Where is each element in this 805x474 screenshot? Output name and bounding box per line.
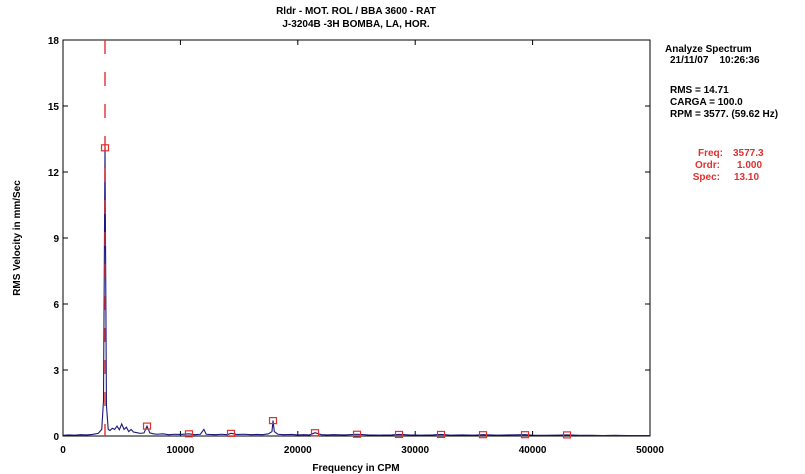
y-tick-label: 15 bbox=[48, 102, 60, 113]
chart-title-line-1: Rldr - MOT. ROL / BBA 3600 - RAT bbox=[276, 6, 436, 17]
series-layer bbox=[62, 147, 650, 437]
info-panel: Analyze Spectrum 21/11/07 10:26:36 RMS =… bbox=[665, 44, 778, 120]
harmonic-marker bbox=[436, 430, 446, 439]
y-tick-label: 0 bbox=[53, 432, 59, 443]
freq-label: Freq: bbox=[698, 148, 723, 159]
harmonic-marker bbox=[268, 417, 278, 425]
info-rms: RMS = 14.71 bbox=[670, 85, 729, 96]
x-tick-label: 50000 bbox=[636, 445, 664, 456]
harmonic-marker bbox=[142, 422, 152, 430]
info-carga: CARGA = 100.0 bbox=[670, 97, 743, 108]
info-title: Analyze Spectrum bbox=[665, 44, 752, 55]
y-tick-label: 6 bbox=[53, 300, 59, 311]
x-axis-ticks: 0 10000 20000 30000 40000 50000 bbox=[60, 40, 664, 456]
y-axis-label: RMS Velocity in mm/Sec bbox=[12, 180, 23, 296]
harmonic-marker-layer bbox=[100, 144, 572, 439]
x-tick-label: 0 bbox=[60, 445, 66, 456]
harmonic-marker bbox=[226, 429, 236, 437]
x-tick-label: 40000 bbox=[519, 445, 547, 456]
harmonic-marker bbox=[310, 429, 320, 437]
harmonic-marker bbox=[478, 431, 488, 439]
cursor-readout: Freq: 3577.3 Ordr: 1.000 Spec: 13.10 bbox=[693, 148, 764, 183]
harmonic-marker bbox=[352, 430, 362, 438]
spectrum-line bbox=[62, 147, 650, 437]
chart-title-line-2: J-3204B -3H BOMBA, LA, HOR. bbox=[282, 19, 429, 30]
x-tick-label: 30000 bbox=[401, 445, 429, 456]
y-tick-label: 9 bbox=[53, 234, 59, 245]
x-tick-label: 20000 bbox=[284, 445, 312, 456]
harmonic-marker bbox=[184, 430, 194, 438]
spec-label: Spec: bbox=[693, 172, 720, 183]
harmonic-marker bbox=[394, 430, 404, 439]
info-datetime: 21/11/07 10:26:36 bbox=[670, 55, 760, 66]
x-tick-label: 10000 bbox=[166, 445, 194, 456]
harmonic-marker bbox=[520, 431, 530, 439]
ordr-value: 1.000 bbox=[737, 160, 762, 171]
y-tick-label: 12 bbox=[48, 168, 60, 179]
info-rpm: RPM = 3577. (59.62 Hz) bbox=[670, 109, 778, 120]
x-axis-label: Frequency in CPM bbox=[312, 463, 399, 474]
y-tick-label: 3 bbox=[53, 366, 59, 377]
plot-frame bbox=[62, 39, 651, 437]
spec-value: 13.10 bbox=[734, 172, 759, 183]
freq-value: 3577.3 bbox=[733, 148, 764, 159]
ordr-label: Ordr: bbox=[695, 160, 720, 171]
harmonic-marker bbox=[100, 144, 110, 152]
y-tick-label: 18 bbox=[48, 36, 60, 47]
harmonic-marker bbox=[562, 431, 572, 439]
y-axis-ticks: 0 3 6 9 12 15 18 bbox=[48, 36, 650, 443]
